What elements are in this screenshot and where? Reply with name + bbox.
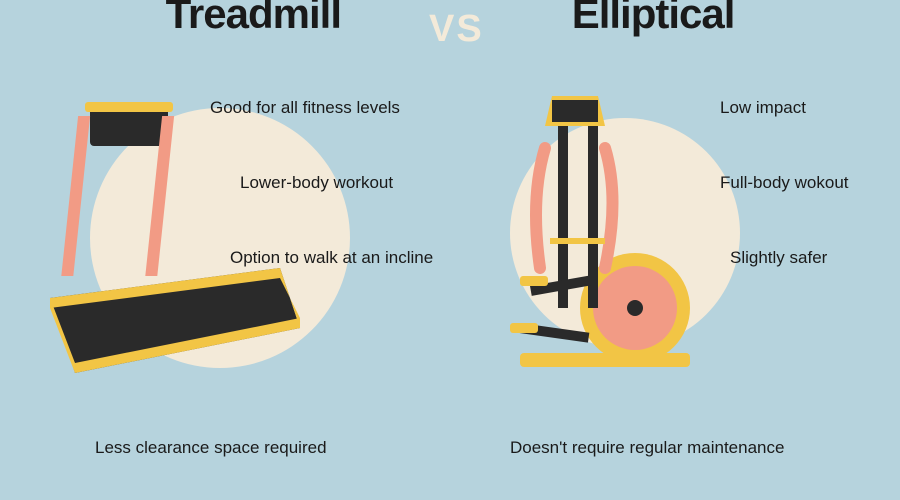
treadmill-feature-0: Good for all fitness levels <box>210 98 400 118</box>
elliptical-feature-2: Slightly safer <box>730 248 827 268</box>
elliptical-feature-3: Doesn't require regular maintenance <box>510 438 784 458</box>
treadmill-feature-1: Lower-body workout <box>240 173 393 193</box>
header: Treadmill VS Elliptical <box>0 0 900 38</box>
title-treadmill: Treadmill <box>166 0 341 38</box>
treadmill-feature-2: Option to walk at an incline <box>230 248 433 268</box>
elliptical-panel: Low impact Full-body wokout Slightly saf… <box>450 68 870 468</box>
elliptical-icon <box>470 88 730 388</box>
treadmill-feature-3: Less clearance space required <box>95 438 327 458</box>
elliptical-feature-0: Low impact <box>720 98 806 118</box>
treadmill-panel: Good for all fitness levels Lower-body w… <box>30 68 450 468</box>
content: Good for all fitness levels Lower-body w… <box>0 38 900 468</box>
title-elliptical: Elliptical <box>572 0 735 38</box>
elliptical-feature-1: Full-body wokout <box>720 173 849 193</box>
